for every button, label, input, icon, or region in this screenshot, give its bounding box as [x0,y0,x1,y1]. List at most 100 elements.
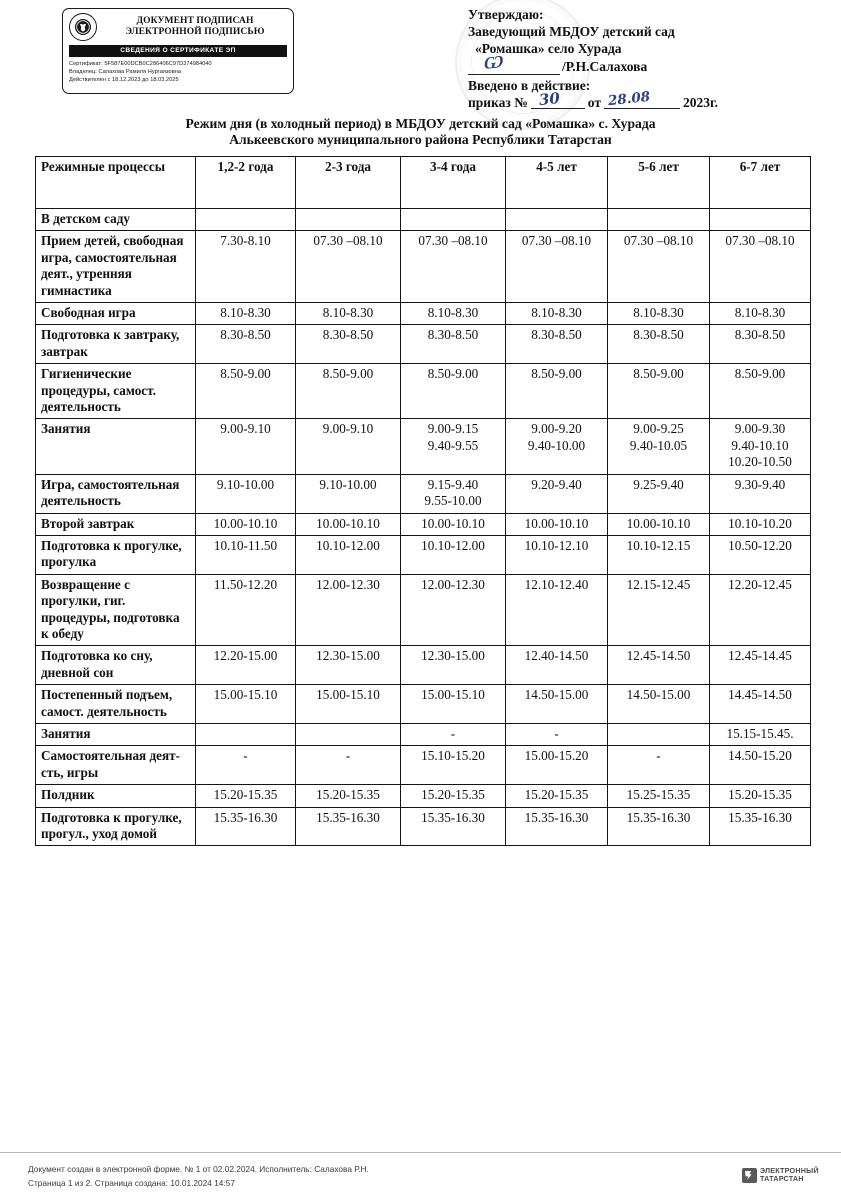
row-process-label: Подготовка к прогулке, прогул., уход дом… [35,806,196,847]
table-row: Подготовка к прогулке, прогулка 10.10-11.… [35,534,811,575]
row-4-col-5-value: 8.50-9.00 [607,363,710,420]
row-6-col-1-value: 9.10-10.00 [195,473,296,514]
row-process-label: Подготовка к прогулке, прогулка [35,534,196,575]
row-12-col-4-value: - [505,722,608,747]
row-13-col-2-value: - [295,745,401,786]
column-header-5: 5-6 лет [607,156,710,209]
row-process-label: Возвращение с прогулки, гиг. процедуры, … [35,573,196,647]
row-2-col-2-value: 8.10-8.30 [295,302,401,326]
row-10-col-3-value: 12.30-15.00 [400,645,506,686]
row-14-col-6-value: 15.20-15.35 [709,784,811,808]
row-12-col-2-value [295,722,401,747]
daily-schedule-table: Режимные процессы 1,2-2 года 2-3 года 3-4 г… [35,156,811,847]
row-4-col-3-value: 8.50-9.00 [400,363,506,420]
row-13-col-1-value: - [195,745,296,786]
table-row: Прием детей, свободная игра, самостоятел… [35,230,811,304]
row-13-col-5-value: - [607,745,710,786]
row-3-col-5-value: 8.30-8.50 [607,324,710,365]
row-15-col-2-value: 15.35-16.30 [295,806,401,847]
coat-of-arms-icon [69,13,97,41]
row-process-label: Полдник [35,784,196,808]
row-3-col-3-value: 8.30-8.50 [400,324,506,365]
footer-line2: Страница 1 из 2. Страница создана: 10.01… [28,1178,235,1188]
row-9-col-1-value: 11.50-12.20 [195,573,296,647]
row-8-col-2-value: 10.10-12.00 [295,534,401,575]
row-5-col-2-value: 9.00-9.10 [295,418,401,475]
row-3-col-4-value: 8.30-8.50 [505,324,608,365]
row-14-col-5-value: 15.25-15.35 [607,784,710,808]
row-0-col-3-value [400,207,506,232]
approval-signature-row: Ѡ /Р.Н.Салахова [468,51,840,77]
row-8-col-1-value: 10.10-11.50 [195,534,296,575]
row-1-col-6-value: 07.30 –08.10 [709,230,811,304]
page-title-line1: Режим дня (в холодный период) в МБДОУ де… [185,116,656,131]
row-9-col-6-value: 12.20-12.45 [709,573,811,647]
row-process-label: Игра, самостоятельная деятельность [35,473,196,514]
column-header-3: 3-4 года [400,156,506,209]
row-3-col-2-value: 8.30-8.50 [295,324,401,365]
row-7-col-2-value: 10.00-10.10 [295,512,401,536]
schedule-table-body: Режимные процессы 1,2-2 года 2-3 года 3-4 г… [35,156,811,847]
row-15-col-5-value: 15.35-16.30 [607,806,710,847]
signature-stamp-title: ДОКУМЕНТ ПОДПИСАН ЭЛЕКТРОННОЙ ПОДПИСЬЮ [125,16,265,37]
row-7-col-4-value: 10.00-10.10 [505,512,608,536]
row-12-col-3-value: - [400,722,506,747]
row-process-label: Самостоятельная деят-сть, игры [35,745,196,786]
order-row: приказ № 30 от 28.08 2023г. [468,89,840,113]
page-title: Режим дня (в холодный период) в МБДОУ де… [0,116,841,148]
row-6-col-5-value: 9.25-9.40 [607,473,710,514]
row-4-col-4-value: 8.50-9.00 [505,363,608,420]
row-8-col-3-value: 10.10-12.00 [400,534,506,575]
row-14-col-4-value: 15.20-15.35 [505,784,608,808]
row-11-col-3-value: 15.00-15.10 [400,684,506,724]
row-6-col-2-value: 9.10-10.00 [295,473,401,514]
row-10-col-6-value: 12.45-14.45 [709,645,811,686]
row-process-label: Подготовка к завтраку, завтрак [35,324,196,365]
table-row: Подготовка ко сну, дневной сон 12.20-15.0… [35,645,811,686]
row-12-col-5-value [607,722,710,747]
row-10-col-2-value: 12.30-15.00 [295,645,401,686]
electronic-signature-stamp: ДОКУМЕНТ ПОДПИСАН ЭЛЕКТРОННОЙ ПОДПИСЬЮ С… [62,8,294,94]
row-1-col-1-value: 7.30-8.10 [195,230,296,304]
row-14-col-2-value: 15.20-15.35 [295,784,401,808]
row-7-col-3-value: 10.00-10.10 [400,512,506,536]
row-5-col-4-value: 9.00-9.20 9.40-10.00 [505,418,608,475]
order-date-blank: 28.08 [603,89,680,109]
row-15-col-6-value: 15.35-16.30 [709,806,811,847]
row-12-col-1-value [195,722,296,747]
enacted-label: Введено в действие: [468,77,591,93]
approval-signer-name: /Р.Н.Салахова [562,58,648,74]
signature-stamp-header: ДОКУМЕНТ ПОДПИСАН ЭЛЕКТРОННОЙ ПОДПИСЬЮ [69,13,287,41]
row-2-col-6-value: 8.10-8.30 [709,302,811,326]
column-header-6: 6-7 лет [709,156,811,209]
row-11-col-5-value: 14.50-15.00 [607,684,710,724]
row-process-label: Свободная игра [35,302,196,326]
row-process-label: В детском саду [35,207,196,232]
row-4-col-2-value: 8.50-9.00 [295,363,401,420]
row-0-col-6-value [709,207,811,232]
row-process-label: Второй завтрак [35,512,196,536]
row-14-col-3-value: 15.20-15.35 [400,784,506,808]
page-title-line2: Алькеевского муниципального района Респу… [229,132,612,147]
certificate-owner: Владелец: Салахова Рамиля Нургаязовна [69,68,182,75]
table-header-row: Режимные процессы 1,2-2 года 2-3 года 3-4 г… [35,156,811,209]
row-process-label: Занятия [35,418,196,475]
table-row: Гигиенические процедуры, самост. деятель… [35,363,811,420]
approval-label: Утверждаю: [468,7,544,22]
row-11-col-1-value: 15.00-15.10 [195,684,296,724]
row-10-col-1-value: 12.20-15.00 [195,645,296,686]
row-1-col-5-value: 07.30 –08.10 [607,230,710,304]
order-prefix: приказ № [468,94,528,110]
footer-line1: Документ создан в электронной форме. № 1… [28,1164,369,1174]
schedule-table-container: Режимные процессы 1,2-2 года 2-3 года 3-4 г… [35,156,811,847]
row-10-col-4-value: 12.40-14.50 [505,645,608,686]
row-4-col-6-value: 8.50-9.00 [709,363,811,420]
table-row: Подготовка к прогулке, прогул., уход дом… [35,806,811,847]
table-row: Занятия 9.00-9.10 9.00-9.10 9.00-9.15 9.40-9… [35,418,811,475]
order-number-blank: 30 [530,89,585,109]
logo-line2: ТАТАРСТАН [760,1174,804,1184]
document-footer: Документ создан в электронной форме. № 1… [0,1152,841,1188]
table-row: Занятия - - 15.15-15.45. [35,722,811,747]
logo-mark-icon [742,1167,757,1183]
handwritten-signature: Ѡ [483,51,503,74]
